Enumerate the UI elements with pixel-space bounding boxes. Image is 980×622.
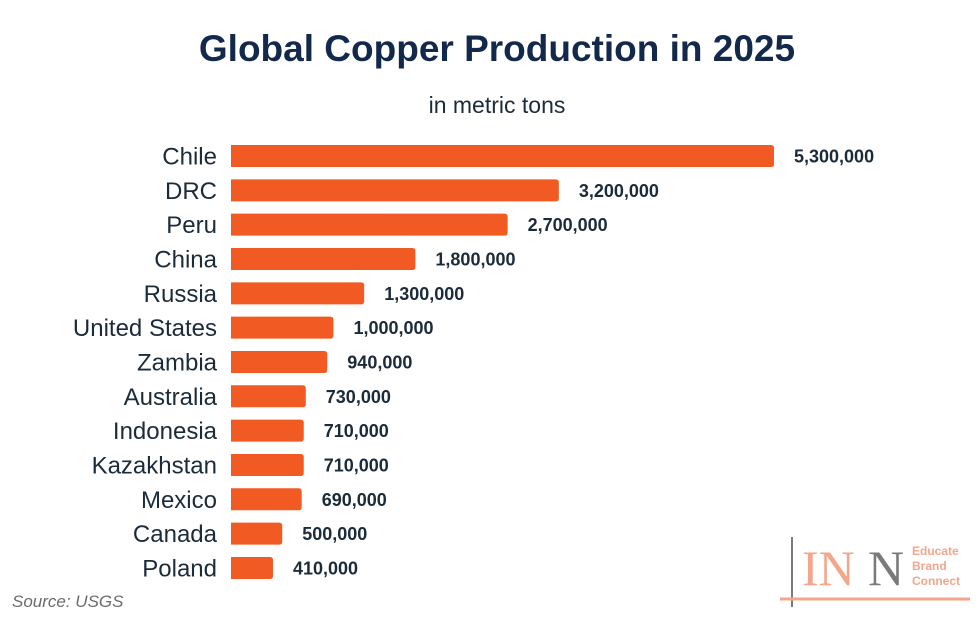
source-note: Source: USGS — [12, 592, 124, 611]
category-label: Russia — [144, 281, 218, 308]
bar-united-states — [231, 316, 334, 339]
bar-kazakhstan — [231, 453, 304, 476]
bar-indonesia — [231, 419, 304, 442]
data-label: 1,000,000 — [353, 318, 433, 338]
bar-poland — [231, 556, 274, 579]
category-label: Mexico — [141, 487, 217, 514]
chart-subtitle: in metric tons — [428, 92, 566, 118]
logo-tagline-3: Connect — [912, 574, 960, 588]
inn-logo: IN N Educate Brand Connect — [780, 537, 970, 607]
logo-tagline-2: Brand — [912, 559, 947, 573]
category-label: Kazakhstan — [92, 452, 217, 479]
data-label: 1,800,000 — [435, 249, 515, 269]
category-label: Poland — [142, 555, 217, 582]
bar-zambia — [231, 350, 328, 373]
bar-australia — [231, 385, 306, 408]
chart-title: Global Copper Production in 2025 — [198, 28, 796, 69]
data-label: 5,300,000 — [794, 147, 874, 167]
category-label: United States — [73, 315, 217, 342]
category-label: Peru — [166, 212, 217, 239]
category-label: Australia — [124, 384, 218, 411]
data-label: 3,200,000 — [579, 181, 659, 201]
category-label: DRC — [165, 178, 217, 205]
category-label: Zambia — [137, 349, 218, 376]
category-label: Chile — [162, 144, 217, 171]
logo-tagline-1: Educate — [912, 544, 959, 558]
data-label: 730,000 — [326, 387, 391, 407]
data-label: 1,300,000 — [384, 284, 464, 304]
bar-mexico — [231, 488, 302, 511]
data-label: 2,700,000 — [528, 215, 608, 235]
logo-letters-in: IN — [802, 540, 855, 596]
data-label: 940,000 — [347, 352, 412, 372]
bar-drc — [231, 179, 559, 202]
bar-peru — [231, 213, 508, 236]
data-label: 410,000 — [293, 558, 358, 578]
bar-canada — [231, 522, 283, 545]
category-label: Canada — [133, 521, 218, 548]
data-label: 500,000 — [302, 524, 367, 544]
data-label: 690,000 — [322, 490, 387, 510]
data-label: 710,000 — [324, 455, 389, 475]
bar-china — [231, 247, 416, 270]
category-label: Indonesia — [113, 418, 218, 445]
bar-russia — [231, 282, 365, 305]
category-label: China — [154, 246, 217, 273]
logo-letters-n: N — [868, 540, 904, 596]
data-label: 710,000 — [324, 421, 389, 441]
bar-chile — [231, 145, 774, 167]
